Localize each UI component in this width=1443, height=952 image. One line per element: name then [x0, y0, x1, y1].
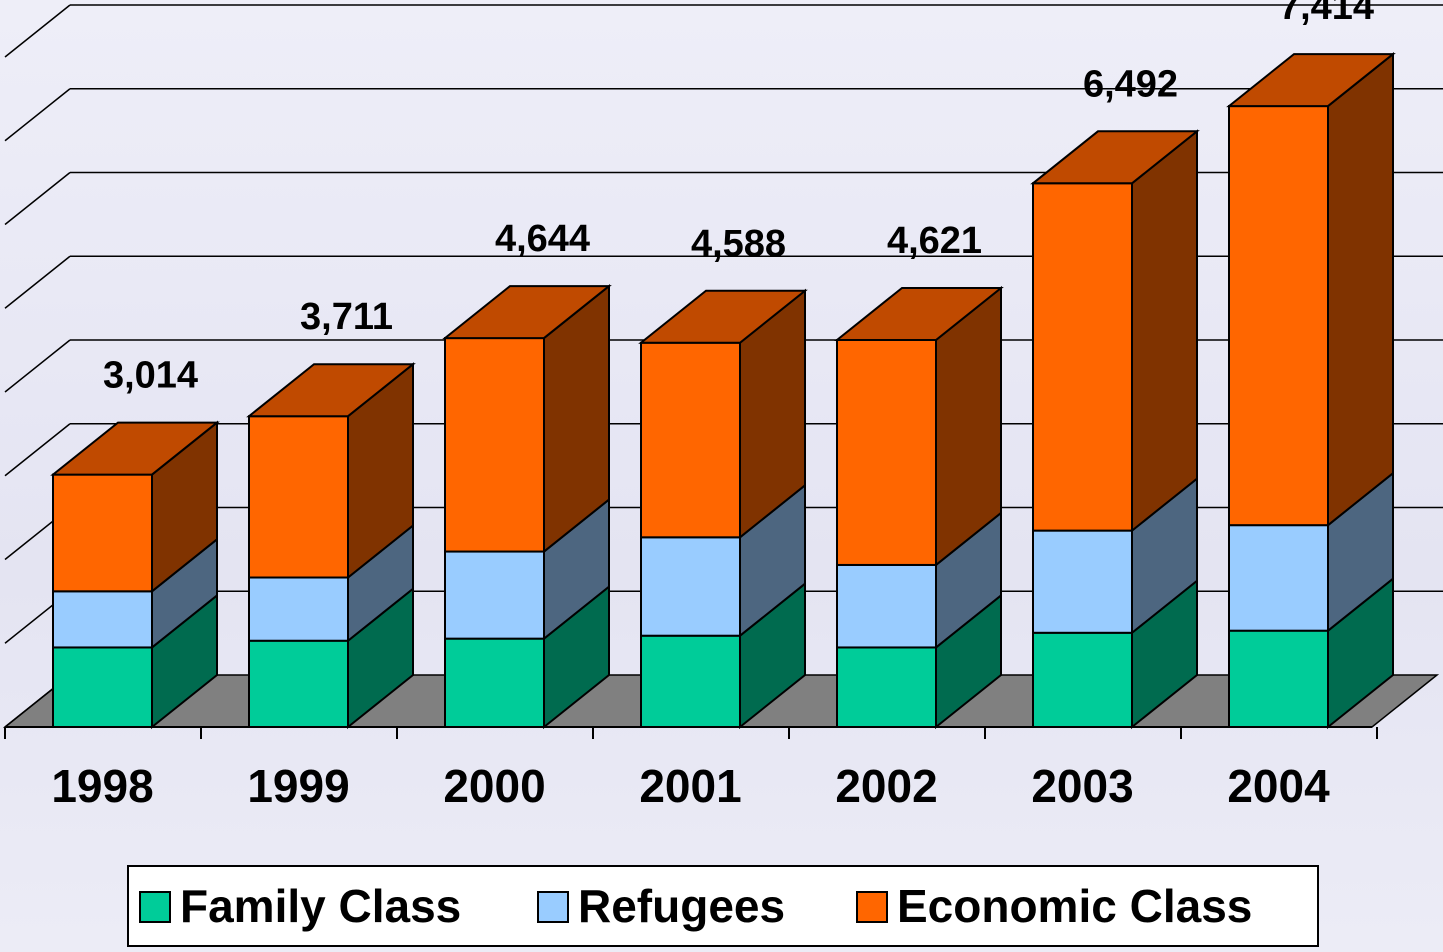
- total-label: 4,644: [495, 218, 590, 260]
- grid-line: [5, 340, 70, 392]
- grid-line: [5, 5, 70, 57]
- bar-segment: [1229, 106, 1328, 525]
- x-tick-label: 2004: [1227, 760, 1330, 812]
- bar-segment-side: [1132, 131, 1197, 530]
- bar-segment: [445, 639, 544, 727]
- bar-segment: [1033, 531, 1132, 633]
- grid-line: [5, 173, 70, 225]
- bar-segment: [249, 641, 348, 727]
- bar-segment: [445, 338, 544, 551]
- bar-segment: [837, 647, 936, 727]
- total-label: 3,711: [300, 296, 393, 338]
- bar-segment: [641, 537, 740, 635]
- grid-line: [5, 256, 70, 308]
- x-tick-label: 1999: [247, 760, 349, 812]
- bar-segment-side: [1328, 54, 1393, 525]
- legend-swatch: [857, 892, 887, 922]
- bar-segment: [641, 636, 740, 727]
- bar-segment: [53, 591, 152, 647]
- bar-segment: [837, 340, 936, 565]
- bar-segment: [249, 416, 348, 577]
- total-label: 3,014: [103, 355, 198, 397]
- bar-segment: [445, 552, 544, 639]
- bar-segment: [1229, 631, 1328, 727]
- legend-label: Refugees: [578, 880, 785, 932]
- legend-swatch: [538, 892, 568, 922]
- bar-segment: [641, 343, 740, 538]
- bar-segment: [249, 578, 348, 641]
- legend-label: Family Class: [180, 880, 461, 932]
- total-label: 6,492: [1083, 63, 1178, 105]
- legend-swatch: [140, 892, 170, 922]
- chart: 3,014 1998 3,711 1999 4,644 2000 4,588 2001 4,62…: [0, 0, 1443, 952]
- x-tick-label: 2003: [1031, 760, 1133, 812]
- legend-label: Economic Class: [897, 880, 1252, 932]
- total-label: 4,588: [691, 223, 786, 265]
- bar-segment: [53, 647, 152, 727]
- total-label: 7,414: [1279, 0, 1374, 28]
- x-tick-label: 2002: [835, 760, 937, 812]
- x-tick-label: 2000: [443, 760, 545, 812]
- bar-segment: [837, 565, 936, 647]
- bar-segment: [53, 475, 152, 592]
- total-label: 4,621: [887, 220, 982, 262]
- grid-line: [5, 89, 70, 141]
- bar-segment: [1033, 183, 1132, 530]
- bar-segment: [1033, 633, 1132, 727]
- x-tick-label: 2001: [639, 760, 741, 812]
- bar-segment: [1229, 525, 1328, 631]
- x-tick-label: 1998: [51, 760, 153, 812]
